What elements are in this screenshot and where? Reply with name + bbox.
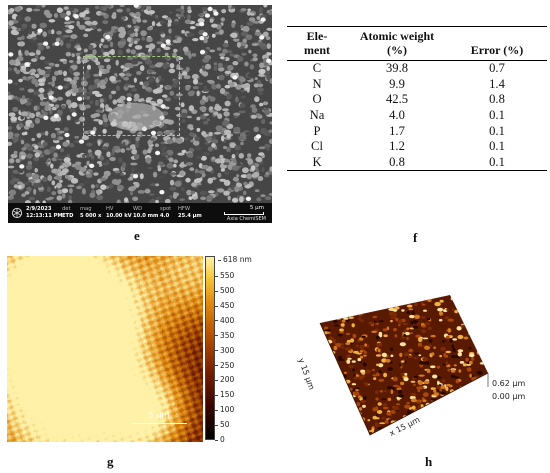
afm-scale-bar — [131, 423, 187, 424]
colorbar-tick: 200 — [215, 375, 234, 384]
cell-atomic-weight: 39.8 — [385, 61, 409, 76]
afm-3d-texture — [320, 295, 488, 435]
table-body: C 39.8 0.7 N 9.9 1.4 O 42.5 0.8 Na 4.0 0.1 P 1.7 0.1 Cl… — [287, 61, 547, 171]
colorbar-tick: 350 — [215, 331, 234, 340]
table-header-row: Ele-ment Atomic weight (%) Error (%) — [287, 26, 547, 61]
colorbar-tick: 450 — [215, 301, 234, 310]
afm-3d-edge — [319, 322, 489, 436]
cell-element: Na — [309, 108, 325, 123]
table-row: C 39.8 0.7 — [287, 61, 547, 77]
sem-micrograph-texture — [8, 5, 272, 203]
afm-scale-label: 5 µm — [148, 411, 170, 421]
cell-error: 0.1 — [489, 108, 505, 123]
sem-time: 12:13:11 PM — [26, 213, 63, 219]
colorbar-tick: 550 — [215, 271, 234, 280]
cell-element: P — [313, 123, 321, 138]
header-element: Ele-ment — [304, 29, 330, 57]
element-table: Ele-ment Atomic weight (%) Error (%) C 39.… — [287, 26, 547, 171]
colorbar-tick: 400 — [215, 316, 234, 325]
cell-element: K — [312, 154, 322, 169]
cell-error: 0.1 — [489, 139, 505, 154]
cell-element: O — [312, 92, 322, 107]
sem-brand: Axia ChemiSEM — [226, 216, 266, 222]
afm3d-z-top-label: 0.62 µm — [492, 379, 526, 388]
colorbar-tick: 150 — [215, 390, 234, 399]
sem-hv-value: 10.00 kV — [106, 213, 132, 219]
cell-element: N — [312, 76, 322, 91]
sem-hv-label: HV — [106, 206, 114, 212]
sem-hfw-label: HFW — [178, 206, 191, 212]
panel-label-e: e — [134, 228, 140, 243]
sem-wd-label: WD — [133, 206, 143, 212]
sem-det-label: det — [62, 206, 71, 212]
sem-selection-box — [83, 56, 180, 136]
sem-image: 2/9/2023 12:13:11 PM det ETD mag 5 000 x… — [8, 5, 272, 223]
sem-mag-value: 5 000 x — [80, 213, 102, 219]
colorbar-max-label: 618 nm — [218, 255, 252, 264]
cell-error: 0.1 — [489, 154, 505, 169]
cell-atomic-weight: 1.2 — [389, 139, 405, 154]
sem-info-bar: 2/9/2023 12:13:11 PM det ETD mag 5 000 x… — [8, 203, 272, 223]
sem-hfw-value: 25.4 µm — [178, 213, 202, 219]
sem-mag-label: mag — [80, 206, 92, 212]
cell-error: 0.7 — [489, 61, 505, 76]
colorbar-tick: 100 — [215, 405, 234, 414]
header-atomic-weight: Atomic weight (%) — [359, 29, 435, 57]
afm-height-map-canvas — [7, 256, 203, 442]
sem-date: 2/9/2023 — [26, 206, 52, 212]
sem-spot-value: 4.0 — [160, 213, 170, 219]
height-colorbar — [205, 256, 215, 440]
cell-atomic-weight: 1.7 — [389, 123, 405, 138]
sem-wd-value: 10.0 mm — [133, 213, 159, 219]
sem-det-value: ETD — [62, 213, 74, 219]
cell-error: 0.8 — [489, 92, 505, 107]
colorbar-tick: 0 — [215, 435, 225, 444]
colorbar-tick: 50 — [215, 420, 230, 429]
table-row: K 0.8 0.1 — [287, 155, 547, 171]
table-row: N 9.9 1.4 — [287, 77, 547, 93]
panel-label-h: h — [425, 454, 433, 469]
instrument-logo-icon — [11, 207, 23, 219]
afm-height-map: 5 µm — [7, 256, 203, 442]
cell-element: Cl — [311, 139, 323, 154]
sem-spot-label: spot — [160, 206, 172, 212]
cell-atomic-weight: 9.9 — [389, 76, 405, 91]
cell-atomic-weight: 0.8 — [389, 154, 405, 169]
sem-scale-label: 5 µm — [249, 205, 264, 211]
afm-3d-surface — [319, 295, 489, 436]
colorbar-ticks: 618 nm 550 500 450 400 350 300 250 200 150 100 50 0 — [215, 255, 255, 444]
cell-error: 0.1 — [489, 123, 505, 138]
cell-atomic-weight: 4.0 — [389, 108, 405, 123]
colorbar-tick: 300 — [215, 346, 234, 355]
cell-element: C — [312, 61, 322, 76]
table-row: P 1.7 0.1 — [287, 123, 547, 139]
table-row: Cl 1.2 0.1 — [287, 139, 547, 155]
colorbar-tick: 250 — [215, 361, 234, 370]
panel-label-g: g — [107, 454, 114, 469]
sem-scale-bar — [224, 212, 264, 215]
table-row: Na 4.0 0.1 — [287, 108, 547, 124]
cell-atomic-weight: 42.5 — [385, 92, 409, 107]
cell-error: 1.4 — [489, 76, 505, 91]
panel-label-f: f — [413, 230, 418, 245]
table-row: O 42.5 0.8 — [287, 92, 547, 108]
afm3d-z-bottom-label: 0.00 µm — [492, 392, 526, 401]
header-error: Error (%) — [470, 43, 524, 57]
colorbar-tick: 500 — [215, 286, 234, 295]
